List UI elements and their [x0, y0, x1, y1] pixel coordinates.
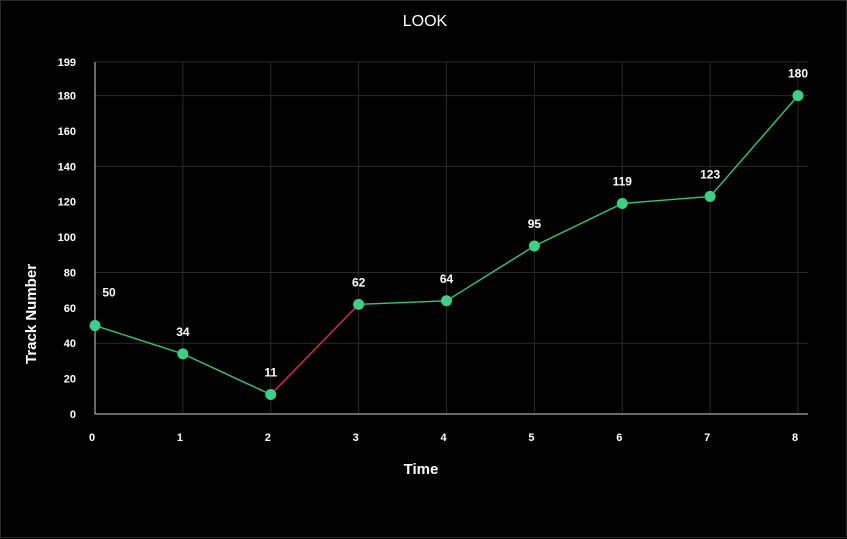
y-tick-label: 20: [64, 374, 76, 386]
y-ticks: 0 20 40 60 80 100 120 140 160 180 199: [58, 57, 76, 421]
series-line: [94, 95, 799, 396]
x-tick-label: 0: [89, 432, 95, 444]
data-point: [441, 295, 452, 307]
x-tick-label: 1: [177, 432, 183, 444]
x-tick-label: 5: [528, 432, 534, 444]
line-segment: [358, 300, 447, 306]
highlighted-segment: [270, 303, 360, 396]
data-label: 95: [528, 217, 542, 231]
line-segment: [182, 353, 272, 396]
data-label: 180: [788, 67, 808, 81]
y-tick-label: 199: [58, 57, 76, 69]
line-segment: [622, 195, 711, 205]
data-point: [265, 389, 277, 401]
x-tick-label: 8: [792, 432, 798, 444]
y-axis-label: Track Number: [23, 264, 40, 364]
grid: [95, 61, 808, 414]
x-tick-label: 7: [704, 432, 710, 444]
data-label: 62: [352, 275, 366, 289]
y-tick-label: 120: [58, 197, 76, 209]
x-tick-label: 6: [616, 432, 622, 444]
data-labels: 50 34 11 62 64 95 119 123 180: [102, 67, 808, 380]
x-axis-label: Time: [404, 461, 439, 478]
data-label: 64: [440, 272, 454, 286]
chart-title: LOOK: [403, 13, 448, 30]
data-label: 11: [264, 366, 277, 380]
line-segment: [94, 324, 184, 355]
data-point: [89, 320, 101, 332]
y-tick-label: 100: [58, 232, 76, 244]
line-segment: [709, 95, 799, 197]
data-point: [792, 90, 804, 102]
x-tick-label: 2: [265, 432, 271, 444]
data-point: [353, 298, 365, 310]
y-tick-label: 180: [58, 91, 76, 103]
x-tick-label: 3: [353, 432, 359, 444]
data-label: 34: [176, 325, 190, 339]
data-label: 119: [613, 175, 633, 189]
y-tick-label: 0: [70, 409, 76, 421]
data-points: [89, 90, 804, 401]
y-tick-label: 80: [64, 267, 76, 279]
y-tick-label: 60: [64, 303, 76, 315]
data-label: 50: [102, 286, 116, 300]
y-tick-label: 40: [64, 338, 76, 350]
x-tick-label: 4: [440, 432, 447, 444]
line-segment: [446, 245, 535, 302]
data-point: [704, 190, 716, 202]
data-point: [177, 348, 189, 360]
x-ticks: 0 1 2 3 4 5 6 7 8: [89, 432, 798, 444]
axes: [94, 62, 808, 415]
line-segment: [534, 202, 623, 247]
y-tick-label: 140: [58, 161, 76, 173]
data-point: [616, 198, 628, 210]
data-label: 123: [700, 167, 720, 181]
y-tick-label: 160: [58, 126, 76, 138]
data-point: [528, 240, 540, 252]
